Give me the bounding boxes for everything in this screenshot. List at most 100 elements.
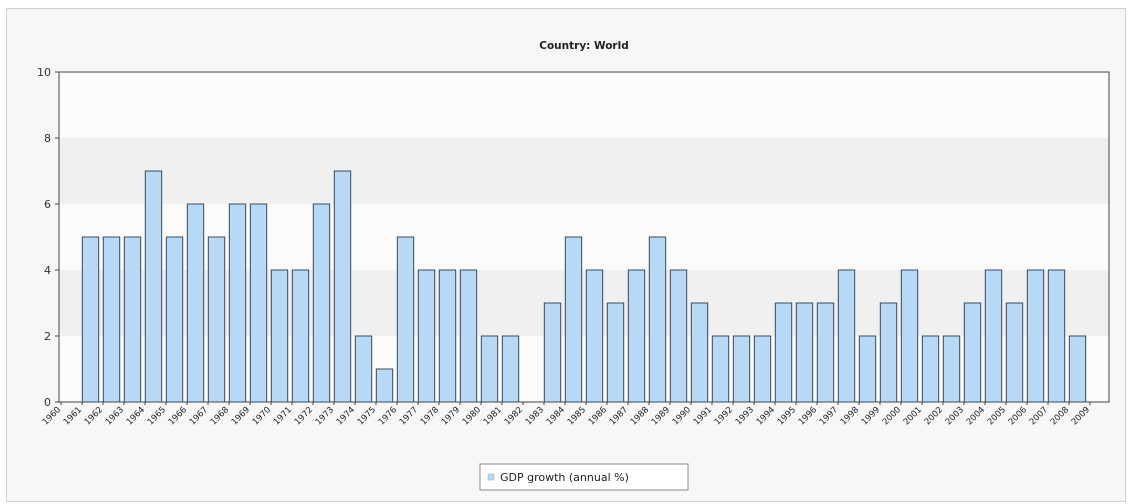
x-tick-label: 1999 (860, 405, 882, 427)
bar[interactable] (1047, 269, 1066, 403)
bar[interactable] (543, 302, 562, 403)
x-tick-label: 1970 (251, 405, 273, 427)
x-tick-label: 1974 (335, 405, 357, 427)
y-axis: 0 2 4 6 8 10 (37, 66, 59, 409)
x-axis: 1960196119621963196419651966196719681969… (41, 402, 1092, 427)
bar[interactable] (921, 335, 940, 403)
y-tick-label: 2 (44, 330, 51, 343)
x-tick-label: 1966 (167, 405, 189, 427)
x-tick-label: 1969 (230, 405, 252, 427)
bar[interactable] (165, 236, 184, 403)
bar[interactable] (354, 335, 373, 403)
y-tick-label: 0 (44, 396, 51, 409)
x-tick-label: 1975 (356, 405, 378, 427)
bar[interactable] (942, 335, 961, 403)
x-tick-label: 2006 (1007, 405, 1029, 427)
x-tick-label: 1978 (419, 405, 441, 427)
x-tick-label: 1973 (314, 405, 336, 427)
bar[interactable] (123, 236, 142, 403)
bar[interactable] (270, 269, 289, 403)
x-tick-label: 1990 (671, 405, 693, 427)
bar[interactable] (606, 302, 625, 403)
x-tick-label: 1964 (125, 405, 147, 427)
x-tick-label: 1977 (398, 405, 420, 427)
bar[interactable] (900, 269, 919, 403)
bar[interactable] (144, 170, 163, 403)
x-tick-label: 2007 (1028, 405, 1050, 427)
x-tick-label: 1984 (545, 405, 567, 427)
bar[interactable] (81, 236, 100, 403)
bar[interactable] (438, 269, 457, 403)
bar[interactable] (186, 203, 205, 403)
x-tick-label: 1995 (776, 405, 798, 427)
bar[interactable] (501, 335, 520, 403)
bar[interactable] (207, 236, 226, 403)
bar[interactable] (627, 269, 646, 403)
grid-band (59, 138, 1109, 204)
bar[interactable] (753, 335, 772, 403)
x-tick-label: 1986 (587, 405, 609, 427)
x-tick-label: 2008 (1049, 405, 1071, 427)
x-tick-label: 1996 (797, 405, 819, 427)
bar[interactable] (963, 302, 982, 403)
bar[interactable] (480, 335, 499, 403)
grid-band (59, 72, 1109, 138)
x-tick-label: 1997 (818, 405, 840, 427)
bar[interactable] (396, 236, 415, 403)
bar[interactable] (249, 203, 268, 403)
plot-area (58, 71, 1110, 403)
legend[interactable]: GDP growth (annual %) (479, 463, 689, 491)
x-tick-label: 1994 (755, 405, 777, 427)
bar[interactable] (984, 269, 1003, 403)
bars (81, 170, 1087, 403)
bar[interactable] (585, 269, 604, 403)
bar[interactable] (102, 236, 121, 403)
bar[interactable] (732, 335, 751, 403)
bar[interactable] (795, 302, 814, 403)
x-tick-label: 1993 (734, 405, 756, 427)
x-tick-label: 2005 (986, 405, 1008, 427)
bar[interactable] (459, 269, 478, 403)
y-tick-label: 6 (44, 198, 51, 211)
bar[interactable] (858, 335, 877, 403)
bar[interactable] (690, 302, 709, 403)
y-tick-label: 8 (44, 132, 51, 145)
x-tick-label: 2002 (923, 405, 945, 427)
x-tick-label: 2001 (902, 405, 924, 427)
x-tick-label: 1976 (377, 405, 399, 427)
bar[interactable] (1005, 302, 1024, 403)
x-tick-label: 1989 (650, 405, 672, 427)
bar[interactable] (291, 269, 310, 403)
bar-chart: Country: World 0 2 4 6 8 10 19601961196219631… (37, 40, 1110, 491)
x-tick-label: 2009 (1070, 405, 1092, 427)
bar[interactable] (1068, 335, 1087, 403)
x-tick-label: 1965 (146, 405, 168, 427)
bar[interactable] (333, 170, 352, 403)
bar[interactable] (564, 236, 583, 403)
bar[interactable] (228, 203, 247, 403)
x-tick-label: 1983 (524, 405, 546, 427)
x-tick-label: 1985 (566, 405, 588, 427)
bar[interactable] (879, 302, 898, 403)
bar[interactable] (669, 269, 688, 403)
plot-background-bands (59, 72, 1109, 402)
x-tick-label: 1968 (209, 405, 231, 427)
bar[interactable] (312, 203, 331, 403)
x-tick-label: 2000 (881, 405, 903, 427)
chart-title: Country: World (539, 40, 628, 52)
legend-label: GDP growth (annual %) (500, 471, 629, 484)
bar[interactable] (375, 368, 394, 403)
bar[interactable] (774, 302, 793, 403)
bar[interactable] (837, 269, 856, 403)
x-tick-label: 1961 (62, 405, 84, 427)
x-tick-label: 1962 (83, 405, 105, 427)
y-tick-label: 4 (44, 264, 51, 277)
x-tick-label: 1980 (461, 405, 483, 427)
bar[interactable] (417, 269, 436, 403)
bar[interactable] (816, 302, 835, 403)
bar[interactable] (648, 236, 667, 403)
x-tick-label: 1981 (482, 405, 504, 427)
x-tick-label: 1982 (503, 405, 525, 427)
bar[interactable] (711, 335, 730, 403)
bar[interactable] (1026, 269, 1045, 403)
